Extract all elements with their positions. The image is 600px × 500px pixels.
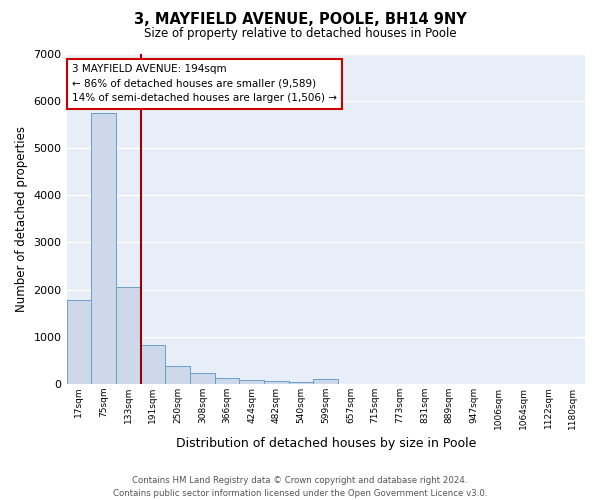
Bar	[264, 381, 289, 384]
Bar	[165, 366, 190, 384]
Text: 3 MAYFIELD AVENUE: 194sqm
← 86% of detached houses are smaller (9,589)
14% of se: 3 MAYFIELD AVENUE: 194sqm ← 86% of detac…	[72, 64, 337, 104]
Bar	[313, 378, 338, 384]
Bar	[140, 344, 165, 384]
Text: Size of property relative to detached houses in Poole: Size of property relative to detached ho…	[143, 28, 457, 40]
Bar	[91, 113, 116, 384]
Text: Contains HM Land Registry data © Crown copyright and database right 2024.
Contai: Contains HM Land Registry data © Crown c…	[113, 476, 487, 498]
Bar	[215, 378, 239, 384]
Bar	[190, 373, 215, 384]
Bar	[67, 300, 91, 384]
Text: 3, MAYFIELD AVENUE, POOLE, BH14 9NY: 3, MAYFIELD AVENUE, POOLE, BH14 9NY	[134, 12, 466, 28]
Bar	[289, 382, 313, 384]
Bar	[239, 380, 264, 384]
X-axis label: Distribution of detached houses by size in Poole: Distribution of detached houses by size …	[176, 437, 476, 450]
Y-axis label: Number of detached properties: Number of detached properties	[15, 126, 28, 312]
Bar	[116, 286, 140, 384]
